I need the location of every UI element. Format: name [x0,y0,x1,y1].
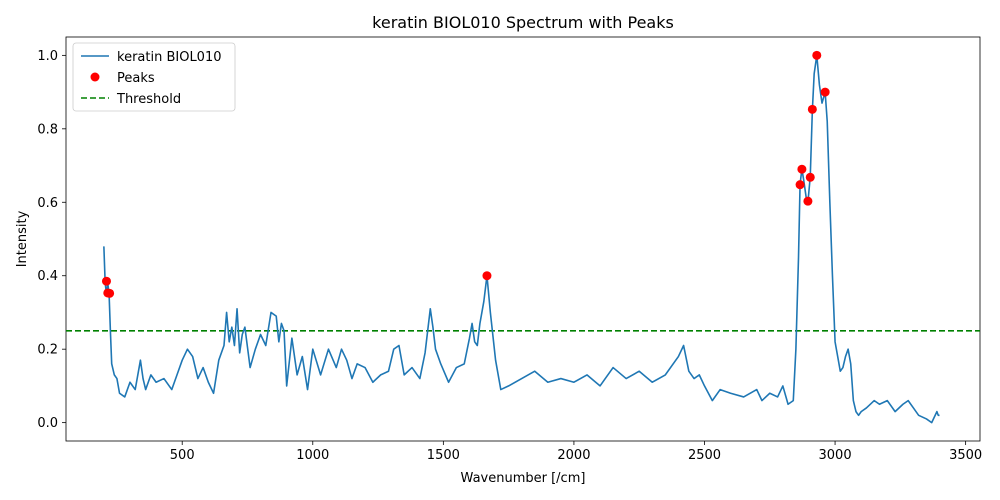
x-axis-label: Wavenumber [/cm] [461,471,586,486]
peak-marker [101,276,111,286]
chart-title: keratin BIOL010 Spectrum with Peaks [372,13,674,32]
plot-frame [65,36,981,442]
y-tick-label: 0.2 [37,343,58,358]
y-tick-label: 0.8 [37,122,58,137]
peak-marker [812,50,822,60]
x-tick-label: 500 [170,448,195,463]
legend-line-label: keratin BIOL010 [117,50,222,65]
peak-marker [807,104,817,114]
spectrum-line [103,54,940,424]
y-tick-label: 0.0 [37,416,58,431]
peak-marker [820,87,830,97]
y-tick-label: 0.4 [37,269,58,284]
x-tick-label: 2500 [688,448,721,463]
peak-marker [105,288,115,298]
x-tick-label: 3000 [819,448,852,463]
y-axis-label: Intensity [15,210,30,267]
y-tick-label: 1.0 [37,49,58,64]
x-tick-label: 1500 [427,448,460,463]
peak-marker [797,164,807,174]
plot-area [65,36,981,442]
legend-box [72,42,236,112]
legend-peaks-swatch [90,72,100,82]
legend-threshold-label: Threshold [116,92,181,107]
peak-marker [805,172,815,182]
legend-peaks-label: Peaks [117,71,155,86]
x-tick-label: 2000 [557,448,590,463]
legend: keratin BIOL010 Peaks Threshold [72,42,236,112]
peak-marker [803,196,813,206]
x-tick-label: 1000 [296,448,329,463]
peak-marker [795,180,805,190]
y-axis: 0.0 0.2 0.4 0.6 0.8 1.0 [37,49,66,431]
y-tick-label: 0.6 [37,196,58,211]
x-axis: 500 1000 1500 2000 2500 3000 3500 [170,441,982,463]
x-tick-label: 3500 [949,448,982,463]
peak-marker [482,271,492,281]
